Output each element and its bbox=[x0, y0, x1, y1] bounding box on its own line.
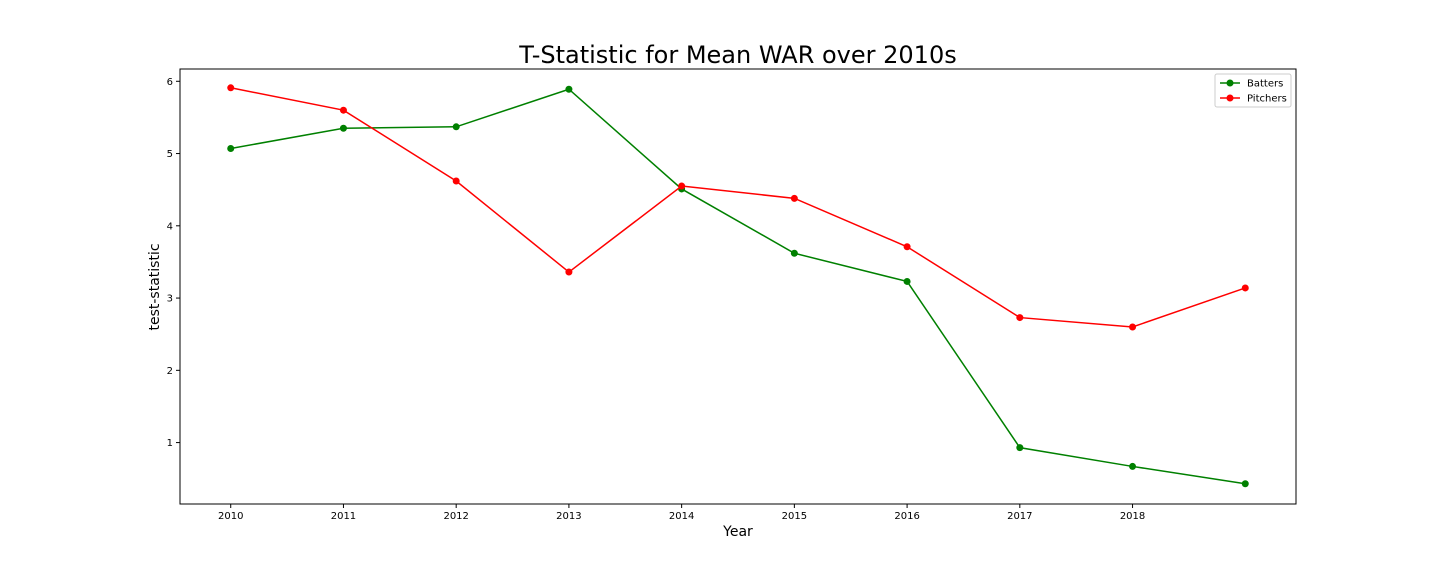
data-point-pitchers bbox=[790, 194, 798, 202]
x-tick-label: 2015 bbox=[782, 511, 807, 522]
data-point-pitchers bbox=[1129, 323, 1137, 331]
x-tick-label: 2017 bbox=[1007, 511, 1032, 522]
data-point-batters bbox=[903, 277, 911, 285]
data-point-pitchers bbox=[903, 243, 911, 251]
data-point-pitchers bbox=[1016, 314, 1024, 322]
x-tick-label: 2016 bbox=[894, 511, 919, 522]
legend-label-batters: Batters bbox=[1247, 79, 1283, 90]
plot-frame bbox=[179, 68, 1297, 505]
y-tick-label: 2 bbox=[167, 366, 173, 377]
x-tick-label: 2013 bbox=[556, 511, 581, 522]
x-tick-label: 2010 bbox=[218, 511, 243, 522]
data-point-batters bbox=[339, 124, 347, 132]
series-line-batters bbox=[230, 88, 1246, 485]
chart-title: T-Statistic for Mean WAR over 2010s bbox=[518, 41, 956, 69]
data-point-batters bbox=[1129, 462, 1137, 470]
legend-label-pitchers: Pitchers bbox=[1247, 94, 1287, 105]
data-point-pitchers bbox=[227, 84, 235, 92]
data-point-pitchers bbox=[339, 106, 347, 114]
data-point-batters bbox=[227, 144, 235, 152]
data-point-batters bbox=[790, 249, 798, 257]
legend-marker-batters bbox=[1226, 79, 1234, 87]
data-point-pitchers bbox=[1241, 284, 1249, 292]
y-tick-label: 1 bbox=[167, 438, 173, 449]
y-tick-label: 5 bbox=[167, 149, 173, 160]
legend: Batters Pitchers bbox=[1214, 73, 1292, 108]
series-line-pitchers bbox=[230, 87, 1246, 328]
axis-ticks: 2010 2011 2012 2013 2014 2015 2016 2017 2018 1 2 3 4… bbox=[167, 77, 1146, 522]
x-tick-label: 2011 bbox=[331, 511, 356, 522]
y-axis-label: test-statistic bbox=[147, 243, 163, 330]
y-tick-label: 3 bbox=[167, 294, 173, 305]
x-axis-label: Year bbox=[722, 524, 753, 540]
x-tick-label: 2018 bbox=[1120, 511, 1145, 522]
data-point-batters bbox=[1016, 444, 1024, 452]
data-point-batters bbox=[1241, 480, 1249, 488]
series-layer bbox=[227, 84, 1249, 488]
data-point-pitchers bbox=[565, 268, 573, 276]
legend-marker-pitchers bbox=[1226, 94, 1234, 102]
data-point-pitchers bbox=[452, 177, 460, 185]
series-batters bbox=[227, 85, 1249, 488]
series-pitchers bbox=[227, 84, 1249, 331]
y-tick-label: 6 bbox=[167, 77, 173, 88]
data-point-batters bbox=[452, 123, 460, 131]
x-tick-label: 2012 bbox=[443, 511, 468, 522]
y-tick-label: 4 bbox=[167, 221, 173, 232]
x-tick-label: 2014 bbox=[669, 511, 694, 522]
data-point-batters bbox=[565, 85, 573, 93]
data-point-pitchers bbox=[678, 182, 686, 190]
